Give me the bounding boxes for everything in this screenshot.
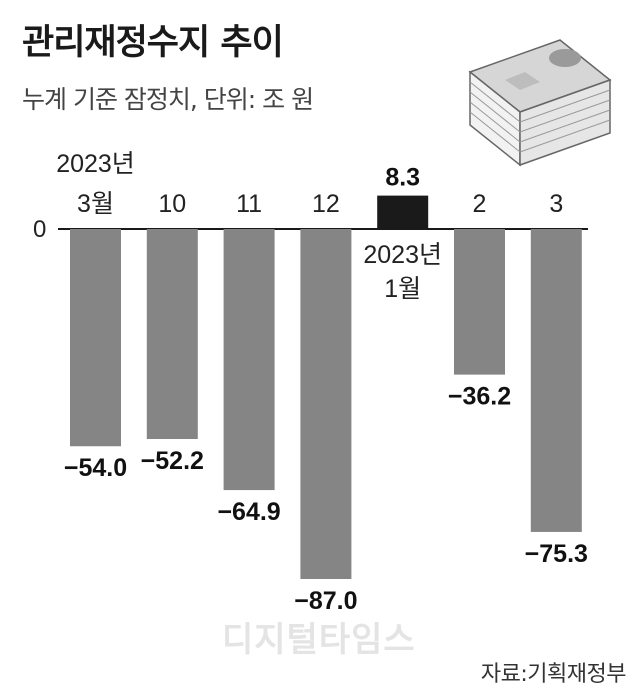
category-label-5: 2 [473,190,487,218]
value-label-3: −87.0 [294,587,357,615]
bar-5 [454,229,505,375]
bar-4 [377,195,429,229]
watermark: 디지털타임스 [222,620,416,660]
source-note: 자료:기획재정부 [480,662,627,687]
money-stack-icon [468,39,612,167]
category-label-6: 3 [549,190,563,218]
bar-0 [70,229,121,447]
category-label-0-line2: 3월 [77,190,114,218]
category-label-4: 2023년 [363,241,442,269]
bar-6 [530,229,582,532]
zero-label: 0 [33,216,46,243]
chart-subtitle: 누계 기준 잠정치, 단위: 조 원 [22,85,314,114]
category-label-4-line2: 1월 [384,275,421,303]
chart-title: 관리재정수지 추이 [22,23,284,63]
category-label-1: 10 [158,190,186,218]
value-label-4: 8.3 [385,164,420,192]
bar-3 [300,229,352,579]
value-label-0: −54.0 [64,454,127,482]
bar-1 [146,229,198,439]
category-label-3: 12 [312,190,340,218]
category-label-0: 2023년 [56,150,135,178]
bar-2 [223,229,275,491]
value-label-5: −36.2 [448,383,511,411]
value-label-6: −75.3 [525,540,588,568]
value-label-1: −52.2 [141,447,204,475]
value-label-2: −64.9 [217,498,280,526]
category-label-2: 11 [236,190,262,218]
